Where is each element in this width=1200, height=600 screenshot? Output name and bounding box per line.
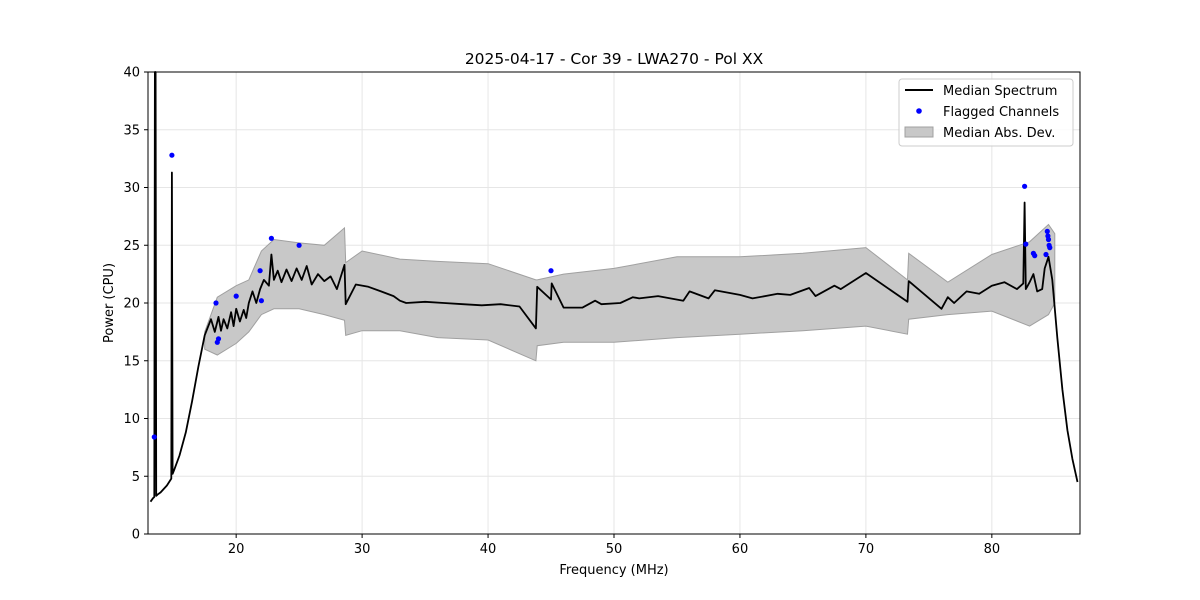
- x-tick-label: 80: [984, 542, 1001, 557]
- flagged-channel-point: [296, 242, 302, 248]
- flagged-channel-point: [548, 268, 554, 274]
- flagged-channel-point: [233, 293, 239, 299]
- legend: Median Spectrum Flagged Channels Median …: [898, 78, 1074, 147]
- flagged-channel-point: [1043, 251, 1049, 258]
- legend-box: [898, 78, 1074, 147]
- x-tick-label: 30: [354, 542, 371, 557]
- axis-ticks: 20 30 40 50 60 70 80 0 5 10 15 20 25 30 35 40: [123, 66, 1000, 558]
- flagged-channel-point: [1032, 253, 1038, 259]
- flagged-channel-point: [257, 268, 263, 274]
- y-tick-label: 10: [123, 412, 140, 427]
- flagged-channel-point: [258, 298, 264, 304]
- x-tick-label: 50: [606, 542, 623, 557]
- flagged-channel-point: [1044, 228, 1050, 234]
- legend-label-median-spectrum: Median Spectrum: [943, 84, 1057, 99]
- flagged-channel-point: [151, 434, 157, 440]
- flagged-channel-point: [1023, 241, 1029, 247]
- y-tick-label: 30: [123, 181, 140, 196]
- x-tick-label: 70: [858, 542, 875, 557]
- median-line-layer: [149, 71, 1079, 503]
- x-tick-label: 60: [732, 542, 749, 557]
- median-spectrum-line: [149, 71, 1079, 503]
- flagged-channel-point: [1047, 245, 1053, 251]
- x-axis-title: Frequency (MHz): [559, 563, 668, 578]
- legend-label-median-abs-dev: Median Abs. Dev.: [943, 126, 1055, 141]
- y-tick-label: 15: [123, 354, 140, 369]
- flagged-channel-point: [169, 152, 175, 158]
- flagged-channel-point: [213, 300, 219, 306]
- y-tick-label: 35: [123, 123, 140, 138]
- legend-point-swatch: [916, 108, 922, 114]
- flagged-channel-point: [1022, 183, 1028, 189]
- chart-title: 2025-04-17 - Cor 39 - LWA270 - Pol XX: [465, 50, 764, 68]
- flagged-channel-point: [1045, 236, 1052, 243]
- x-tick-label: 20: [228, 542, 245, 557]
- legend-band-swatch: [904, 126, 934, 138]
- flagged-points-layer: [151, 152, 1053, 440]
- y-tick-label: 25: [123, 239, 140, 254]
- flagged-channel-point: [268, 235, 274, 241]
- y-tick-label: 40: [123, 66, 140, 81]
- flagged-channel-point: [215, 336, 222, 342]
- y-axis-title: Power (CPU): [102, 263, 117, 343]
- legend-label-flagged-channels: Flagged Channels: [943, 105, 1059, 120]
- y-tick-label: 0: [132, 528, 140, 543]
- x-tick-label: 40: [480, 542, 497, 557]
- y-tick-label: 5: [132, 470, 140, 485]
- y-tick-label: 20: [123, 297, 140, 312]
